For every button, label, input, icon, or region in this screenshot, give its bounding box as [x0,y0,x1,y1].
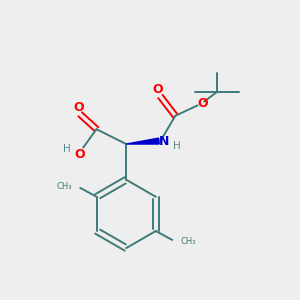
Text: H: H [63,144,71,154]
Text: O: O [74,148,85,161]
Text: O: O [198,97,208,110]
Text: CH₃: CH₃ [56,182,72,191]
Text: H: H [173,140,181,151]
Text: O: O [152,83,163,97]
Polygon shape [126,138,159,144]
Text: CH₃: CH₃ [181,237,196,246]
Text: O: O [74,101,84,114]
Text: N: N [159,135,169,148]
